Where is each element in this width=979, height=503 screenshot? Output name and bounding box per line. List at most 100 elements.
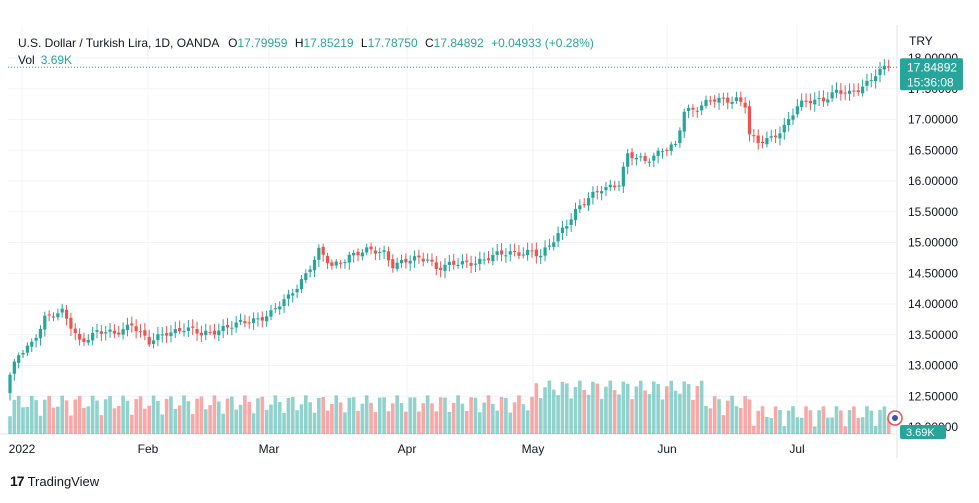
candle-body — [813, 99, 817, 105]
candle-body — [634, 157, 638, 160]
candle-body — [639, 156, 643, 158]
price-tick-label: 14.00000 — [908, 297, 958, 311]
volume-bar — [725, 400, 730, 434]
candle-body — [356, 251, 360, 256]
volume-bar — [660, 399, 665, 434]
candle-body — [565, 226, 569, 229]
volume-bar — [195, 398, 199, 434]
volume-bar — [843, 426, 847, 434]
candle-body — [282, 299, 286, 307]
volume-bar — [460, 403, 465, 434]
candle-body — [173, 329, 177, 334]
candle-body — [360, 252, 364, 257]
volume-bar — [264, 409, 269, 434]
volume-bar — [8, 416, 12, 434]
tradingview-logo-icon: 17 — [10, 473, 25, 489]
volume-bar — [712, 396, 717, 434]
branding[interactable]: 17 TradingView — [10, 473, 99, 489]
candle-body — [73, 328, 77, 334]
candle-body — [112, 330, 116, 334]
volume-bar — [569, 398, 573, 434]
volume-bar — [203, 409, 208, 434]
volume-bar — [290, 396, 295, 434]
volume-bar — [860, 417, 865, 434]
volume-bar — [286, 398, 291, 434]
candle-body — [726, 97, 730, 103]
volume-bar — [182, 395, 186, 434]
candle-body — [769, 136, 773, 138]
volume-bar — [778, 410, 782, 434]
candle-body — [539, 255, 543, 258]
candle-body — [530, 250, 534, 252]
volume-bar — [443, 397, 447, 434]
volume-bar — [312, 412, 317, 434]
candle-body — [260, 317, 264, 321]
volume-bar — [769, 418, 774, 434]
volume-bar — [512, 402, 517, 434]
volume-bar — [382, 397, 386, 434]
candle-body — [682, 111, 686, 132]
volume-bar — [708, 408, 713, 434]
volume-bar — [704, 405, 708, 434]
candle-body — [830, 92, 834, 99]
candle-body — [56, 313, 60, 318]
candle-body — [191, 326, 195, 328]
candle-body — [847, 90, 852, 94]
candle-body — [765, 138, 769, 145]
volume-bar — [521, 404, 526, 434]
branding-name: TradingView — [27, 473, 100, 489]
candle-body — [47, 314, 51, 316]
candle-body — [465, 260, 469, 262]
candle-body — [791, 115, 795, 120]
volume-bar — [652, 381, 656, 434]
volume-bar — [125, 400, 130, 434]
volume-bar — [682, 381, 687, 434]
candle-body — [78, 333, 82, 340]
candle-body — [443, 264, 447, 271]
candle-body — [473, 263, 478, 265]
volume-bar — [247, 401, 252, 434]
candle-body — [256, 318, 260, 320]
volume-tag-value: 3.69K — [906, 427, 935, 439]
volume-bar — [604, 386, 608, 434]
candle-body — [339, 262, 343, 264]
candle-body — [86, 340, 90, 343]
volume-bar — [421, 403, 426, 434]
volume-bar — [21, 407, 25, 434]
volume-bar — [451, 402, 456, 434]
candle-body — [399, 259, 404, 264]
volume-bar — [643, 390, 647, 434]
candle-body — [295, 288, 299, 293]
symbol-label[interactable]: U.S. Dollar / Turkish Lira, 1D, OANDA — [18, 36, 219, 50]
volume-bar — [478, 412, 482, 434]
candle-body — [21, 352, 25, 355]
candle-body — [600, 191, 604, 194]
candle-body — [482, 259, 486, 261]
volume-bar — [199, 396, 204, 434]
candle-body — [595, 191, 599, 193]
volume-bar — [856, 417, 861, 434]
candle-body — [382, 250, 386, 252]
candle-body — [560, 227, 565, 234]
candle-body — [821, 97, 826, 102]
volume-bar — [595, 383, 600, 434]
volume-bar — [156, 401, 160, 434]
volume-bar — [282, 413, 286, 434]
volume-bar — [234, 409, 238, 434]
volume-bar — [534, 383, 539, 434]
time-tick-label: Mar — [259, 442, 280, 456]
volume-bar — [617, 394, 621, 434]
candle-body — [334, 261, 338, 266]
us-flag-icon-center — [892, 415, 898, 421]
time-tick-label: Jul — [789, 442, 804, 456]
candle-body — [787, 118, 791, 126]
candle-body — [517, 252, 521, 256]
volume-bar — [373, 412, 378, 434]
candle-body — [330, 262, 334, 266]
volume-bar — [886, 418, 891, 434]
volume-bar — [134, 399, 138, 434]
volume-label[interactable]: Vol — [18, 53, 35, 67]
volume-bar — [364, 395, 369, 434]
